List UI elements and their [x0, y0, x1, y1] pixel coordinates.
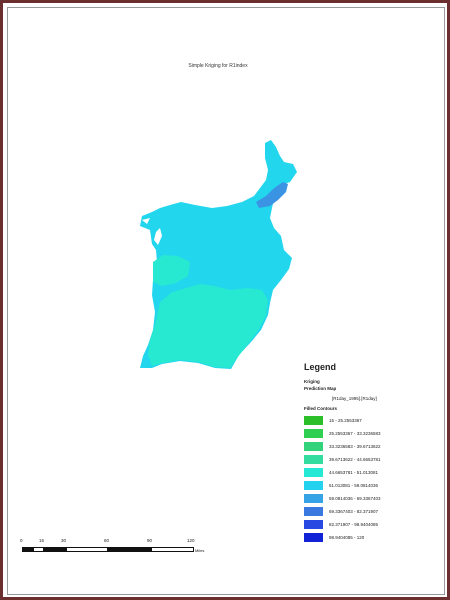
region-west [153, 255, 190, 286]
scale-segment [44, 547, 66, 552]
legend-class-row: 82.371907 - 98.9404085 [304, 518, 432, 531]
legend-class-label: 59.0814036 - 69.3367403 [329, 496, 381, 501]
region-north [256, 182, 288, 208]
legend-swatch [304, 455, 323, 464]
legend-swatch [304, 507, 323, 516]
scale-tick: 60 [104, 538, 110, 543]
legend-group-line1: Kriging [304, 379, 320, 384]
legend-class-row: 15 - 25.2553367 [304, 414, 432, 427]
legend-swatch [304, 481, 323, 490]
legend-class-label: 82.371907 - 98.9404085 [329, 522, 379, 527]
legend-class-row: 33.3236583 - 39.6713622 [304, 440, 432, 453]
legend-group-line2: Prediction Map [304, 386, 337, 391]
scale-segment [108, 547, 151, 552]
scale-tick: 15 [39, 538, 45, 543]
legend-swatch [304, 494, 323, 503]
legend-section-title: Filled Contours [304, 406, 337, 411]
legend-swatch [304, 533, 323, 542]
legend-class-label: 44.6653781 - 51.013081 [329, 470, 379, 475]
legend-class-row: 25.2553367 - 33.3236583 [304, 427, 432, 440]
legend-swatch [304, 429, 323, 438]
legend-class-label: 51.013081 - 59.0814036 [329, 483, 379, 488]
scale-tick: 30 [61, 538, 67, 543]
legend-layer-name: [R1day_1995].[R1day] [332, 396, 377, 401]
legend-swatch [304, 442, 323, 451]
scale-unit: Miles [195, 548, 205, 553]
scale-segment [66, 547, 108, 552]
map-title: Simple Kriging for R1index [188, 63, 248, 69]
coastal-inlet [154, 228, 162, 245]
legend-heading: Legend [304, 362, 337, 372]
scale-tick: 90 [147, 538, 153, 543]
map-layout [7, 7, 445, 595]
legend-class-label: 69.3367403 - 82.371907 [329, 509, 379, 514]
legend-swatch [304, 468, 323, 477]
legend-class-row: 69.3367403 - 82.371907 [304, 505, 432, 518]
scale-tick: 0 [20, 538, 23, 543]
coastal-inlet-2 [142, 218, 150, 224]
legend-class-label: 25.2553367 - 33.3236583 [329, 431, 381, 436]
legend-classes: 15 - 25.2553367 25.2553367 - 33.3236583 33… [304, 414, 432, 544]
legend-class-label: 15 - 25.2553367 [329, 418, 362, 423]
legend-class-row: 44.6653781 - 51.013081 [304, 466, 432, 479]
scale-segment [151, 547, 194, 552]
legend-class-row: 98.9404085 - 120 [304, 531, 432, 544]
legend-class-label: 33.3236583 - 39.6713622 [329, 444, 381, 449]
legend-class-row: 39.6713622 - 44.6653781 [304, 453, 432, 466]
legend: Legend Kriging Prediction Map [R1day_199… [304, 362, 432, 544]
legend-swatch [304, 520, 323, 529]
legend-class-label: 39.6713622 - 44.6653781 [329, 457, 381, 462]
legend-class-label: 98.9404085 - 120 [329, 535, 365, 540]
scale-tick: 120 [187, 538, 195, 543]
region-south [148, 284, 268, 368]
legend-class-row: 51.013081 - 59.0814036 [304, 479, 432, 492]
legend-class-row: 59.0814036 - 69.3367403 [304, 492, 432, 505]
scale-segment [22, 547, 33, 552]
scale-segment [33, 547, 44, 552]
legend-swatch [304, 416, 323, 425]
